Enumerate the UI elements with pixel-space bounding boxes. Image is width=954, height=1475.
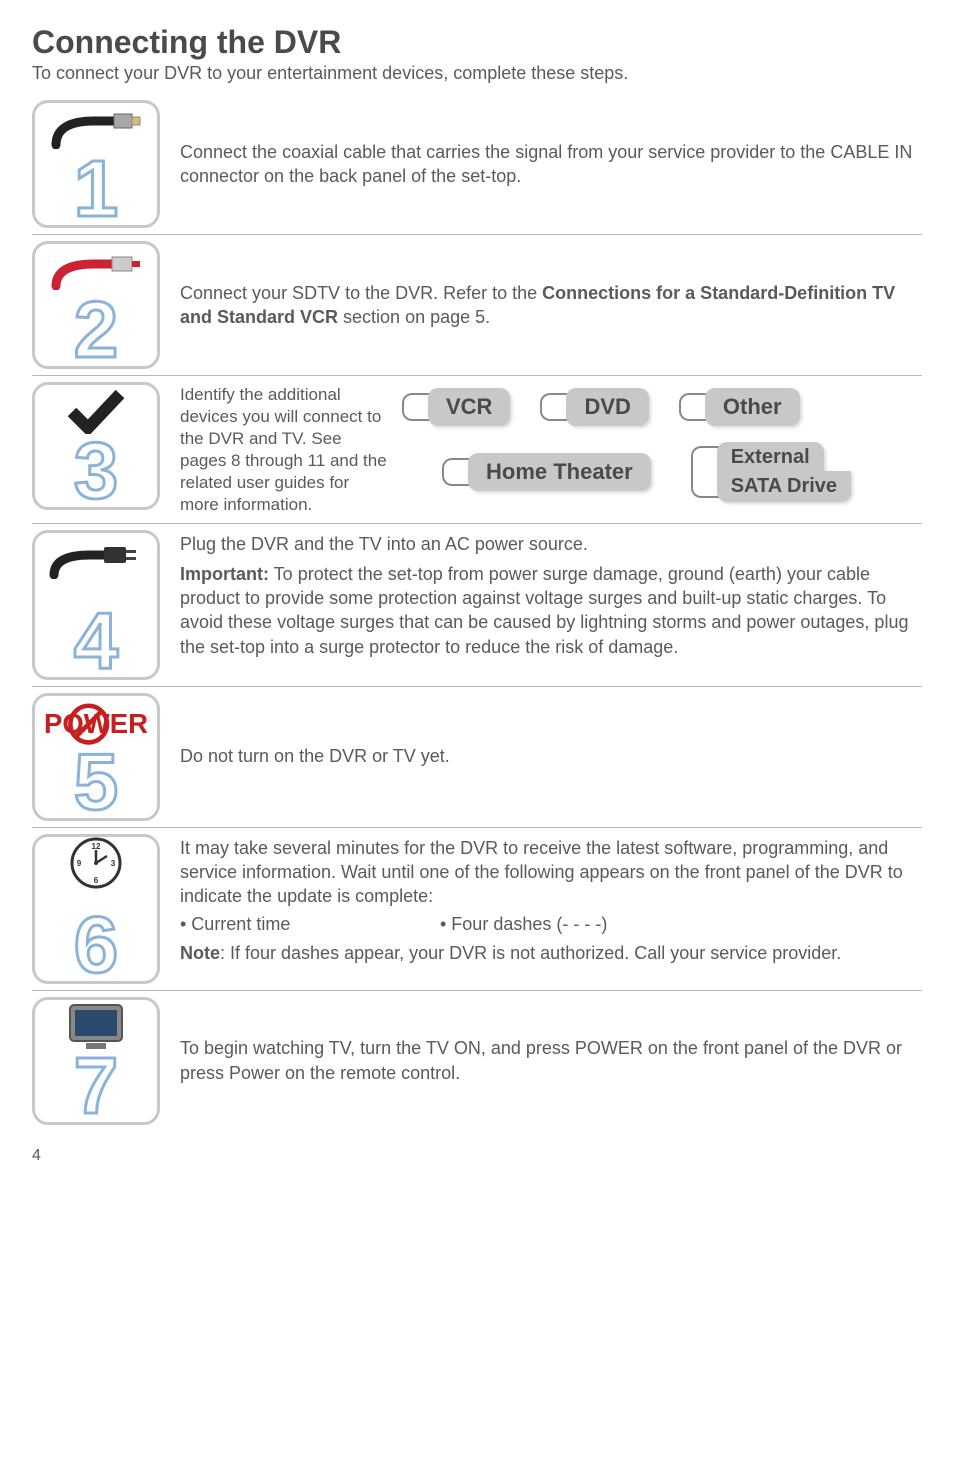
- step-2-pre: Connect your SDTV to the DVR. Refer to t…: [180, 283, 542, 303]
- tag-home-theater: Home Theater: [442, 453, 651, 491]
- page-title: Connecting the DVR: [32, 24, 922, 61]
- tag-vcr: VCR: [402, 388, 510, 426]
- step-3-number: 3: [74, 431, 119, 511]
- svg-text:3: 3: [111, 859, 116, 868]
- step-6-icon-box: 12 3 6 9 6: [32, 834, 160, 984]
- step-5-number: 5: [74, 742, 119, 822]
- step-1-text: Connect the coaxial cable that carries t…: [180, 140, 922, 189]
- step-5-icon-box: POWER 5: [32, 693, 160, 821]
- power-label-text: POWER: [44, 708, 148, 739]
- step-1-icon-box: 1: [32, 100, 160, 228]
- tag-other-label: Other: [705, 388, 800, 426]
- step-3-icon-box: 3: [32, 382, 160, 510]
- step-6-bullet-2: • Four dashes (- - - -): [440, 912, 607, 936]
- coax-cable-icon: [41, 109, 151, 149]
- step-2-body: Connect your SDTV to the DVR. Refer to t…: [180, 241, 922, 369]
- step-4-important: Important: To protect the set-top from p…: [180, 562, 922, 659]
- step-4-imp-text: To protect the set-top from power surge …: [180, 564, 908, 657]
- step-4-imp-label: Important:: [180, 564, 269, 584]
- tag-dvd: DVD: [540, 388, 648, 426]
- clock-icon: 12 3 6 9: [41, 843, 151, 883]
- step-2-row: 2 Connect your SDTV to the DVR. Refer to…: [32, 235, 922, 376]
- power-crossed-icon: POWER: [41, 700, 151, 750]
- step-7-number: 7: [74, 1046, 119, 1126]
- tag-other: Other: [679, 388, 800, 426]
- step-3-tags: VCR DVD Other Home Theater External SATA…: [402, 382, 922, 517]
- step-6-p1: It may take several minutes for the DVR …: [180, 836, 922, 909]
- tag-external-sata: External SATA Drive: [691, 442, 851, 502]
- step-2-icon-box: 2: [32, 241, 160, 369]
- step-7-body: To begin watching TV, turn the TV ON, an…: [180, 997, 922, 1125]
- step-1-row: 1 Connect the coaxial cable that carries…: [32, 94, 922, 235]
- step-7-icon-box: 7: [32, 997, 160, 1125]
- checkmark-icon: [41, 391, 151, 431]
- step-5-row: POWER 5 Do not turn on the DVR or TV yet…: [32, 687, 922, 828]
- step-6-note-label: Note: [180, 943, 220, 963]
- step-2-post: section on page 5.: [338, 307, 490, 327]
- step-4-icon-box: 4: [32, 530, 160, 680]
- step-5-body: Do not turn on the DVR or TV yet.: [180, 693, 922, 821]
- tag-ext1-label: External: [717, 442, 824, 473]
- page-number: 4: [32, 1147, 922, 1165]
- step-5-text: Do not turn on the DVR or TV yet.: [180, 744, 450, 768]
- step-6-row: 12 3 6 9 6 It may take several minutes f…: [32, 828, 922, 991]
- rca-cable-icon: [41, 250, 151, 290]
- tv-icon: [41, 1006, 151, 1046]
- step-1-body: Connect the coaxial cable that carries t…: [180, 100, 922, 228]
- step-4-row: 4 Plug the DVR and the TV into an AC pow…: [32, 524, 922, 687]
- step-2-number: 2: [74, 290, 119, 370]
- step-7-text: To begin watching TV, turn the TV ON, an…: [180, 1036, 922, 1085]
- step-4-number: 4: [74, 601, 119, 681]
- tag-ext2-label: SATA Drive: [717, 471, 851, 502]
- step-4-line1: Plug the DVR and the TV into an AC power…: [180, 532, 922, 556]
- step-2-text: Connect your SDTV to the DVR. Refer to t…: [180, 281, 922, 330]
- tag-home-theater-label: Home Theater: [468, 453, 651, 491]
- step-7-row: 7 To begin watching TV, turn the TV ON, …: [32, 991, 922, 1131]
- step-3-row: 3 Identify the additional devices you wi…: [32, 376, 922, 524]
- power-plug-icon: [41, 539, 151, 579]
- step-4-body: Plug the DVR and the TV into an AC power…: [180, 530, 922, 659]
- step-6-note: Note: If four dashes appear, your DVR is…: [180, 941, 922, 965]
- tag-dvd-label: DVD: [566, 388, 648, 426]
- svg-text:12: 12: [92, 842, 101, 851]
- svg-text:9: 9: [77, 859, 82, 868]
- step-6-bullet-1: • Current time: [180, 912, 440, 936]
- step-3-text: Identify the additional devices you will…: [180, 382, 402, 517]
- step-6-note-text: : If four dashes appear, your DVR is not…: [220, 943, 841, 963]
- tag-vcr-label: VCR: [428, 388, 510, 426]
- step-6-body: It may take several minutes for the DVR …: [180, 834, 922, 965]
- step-6-number: 6: [74, 905, 119, 985]
- intro-text: To connect your DVR to your entertainmen…: [32, 63, 922, 84]
- svg-text:6: 6: [94, 876, 99, 885]
- step-1-number: 1: [74, 149, 119, 229]
